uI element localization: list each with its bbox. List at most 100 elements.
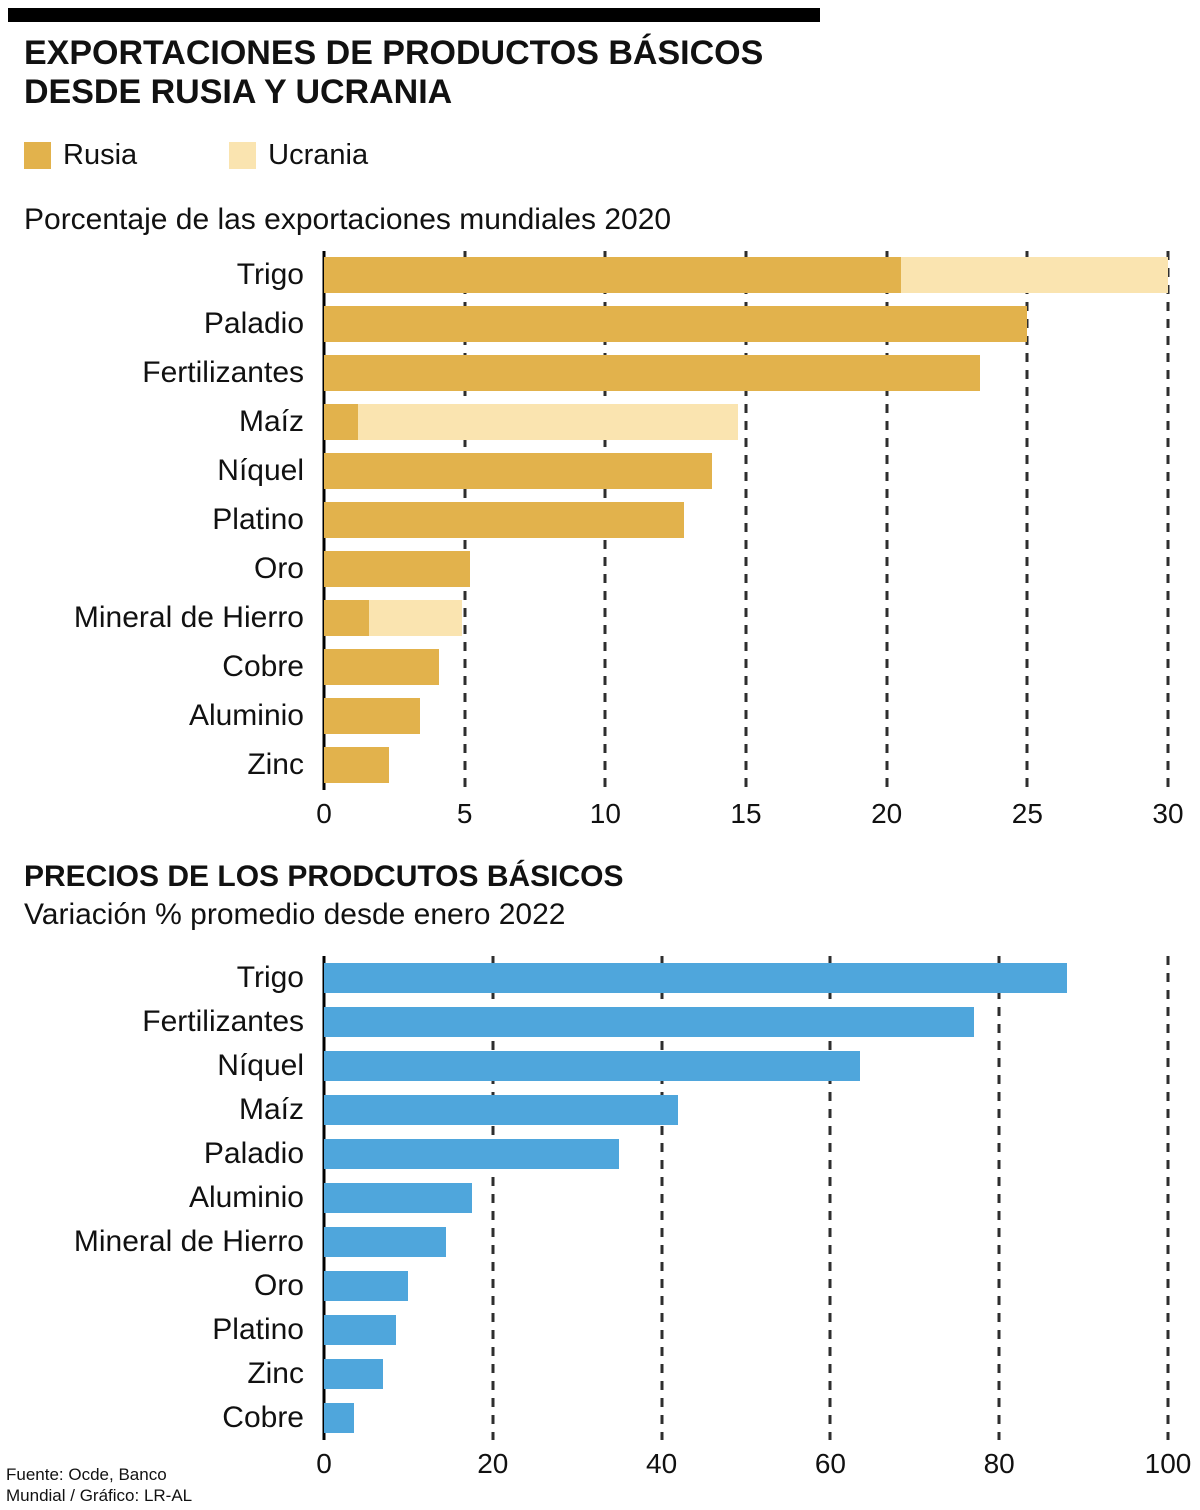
bar-segment-variaci-n- [324, 1138, 620, 1169]
bar-row [324, 741, 1168, 790]
page-title: EXPORTACIONES DE PRODUCTOS BÁSICOS DESDE… [24, 34, 1200, 113]
bar [324, 1182, 1168, 1213]
gridline [1025, 250, 1029, 790]
prices-chart-plot: Trigo Fertilizantes Níquel Maíz Paladio Alumi… [24, 955, 1170, 1440]
bar-row [324, 1264, 1168, 1308]
category-label: Níquel [217, 1048, 304, 1082]
bar-segment-rusia [324, 747, 389, 784]
prices-chart-category-labels: Trigo Fertilizantes Níquel Maíz Paladio Alumi… [24, 956, 324, 1440]
bar-row [324, 956, 1168, 1000]
bar-segment-rusia [324, 404, 358, 441]
bar-row [324, 643, 1168, 692]
legend-swatch [24, 142, 51, 170]
bar [324, 257, 1168, 294]
legend-label: Rusia [63, 139, 138, 172]
page-title-line1: EXPORTACIONES DE PRODUCTOS BÁSICOS [24, 34, 764, 72]
bar [324, 453, 1168, 490]
page-title-line2: DESDE RUSIA Y UCRANIA [24, 73, 453, 112]
axis-tick-label: 100 [1144, 1447, 1192, 1479]
category-label: Cobre [222, 1400, 304, 1434]
bar [324, 502, 1168, 539]
axis-tick-label: 20 [871, 797, 903, 829]
prices-chart: Trigo Fertilizantes Níquel Maíz Paladio Alumi… [24, 955, 1191, 1486]
gridline [828, 955, 832, 1440]
bar [324, 600, 1168, 637]
header-accent-bar [8, 8, 820, 22]
bar-segment-variaci-n- [324, 1270, 409, 1301]
bar-segment-rusia [324, 551, 471, 588]
axis-tick-label: 10 [589, 797, 621, 829]
axis-tick-label: 40 [646, 1447, 678, 1479]
gridline [491, 955, 495, 1440]
axis-tick-label: 0 [316, 1447, 332, 1479]
source-line2: Mundial / Gráfico: LR-AL [6, 1485, 193, 1505]
bar-row [324, 300, 1168, 349]
category-label: Paladio [203, 1136, 304, 1170]
bar [324, 1006, 1168, 1037]
export-chart-x-axis: 0 5 10 15 20 25 30 [316, 790, 1183, 836]
bar [324, 1314, 1168, 1345]
prices-chart-x-axis: 0 20 40 60 80 100 [316, 1440, 1191, 1486]
bar [324, 747, 1168, 784]
category-label: Cobre [222, 650, 304, 684]
category-label: Níquel [217, 454, 304, 488]
bar-segment-variaci-n- [324, 1358, 384, 1389]
bar-segment-variaci-n- [324, 1402, 354, 1433]
bar-segment-ucrania [900, 257, 1168, 294]
bar [324, 649, 1168, 686]
bar [324, 1402, 1168, 1433]
legend-swatch [229, 142, 257, 170]
bar-row [324, 496, 1168, 545]
bar [324, 1226, 1168, 1257]
axis-tick-label: 80 [983, 1447, 1015, 1479]
bar [324, 1094, 1168, 1125]
export-chart-subtitle: Porcentaje de las exportaciones mundiale… [24, 202, 672, 236]
bar [324, 1050, 1168, 1081]
bar-segment-rusia [324, 698, 420, 735]
gridline [660, 955, 664, 1440]
bar-segment-variaci-n- [324, 1050, 860, 1081]
legend-label: Ucrania [268, 139, 369, 172]
category-label: Fertilizantes [142, 356, 304, 390]
export-chart-category-labels: Trigo Paladio Fertilizantes Maíz Níquel Plati… [24, 251, 324, 790]
bar-segment-variaci-n- [324, 1226, 447, 1257]
category-label: Aluminio [188, 699, 304, 733]
gridline [1166, 955, 1170, 1440]
prices-chart-title: PRECIOS DE LOS PRODCUTOS BÁSICOS [24, 859, 624, 893]
bar-row [324, 1352, 1168, 1396]
category-label: Maíz [238, 1092, 304, 1126]
bar-segment-rusia [324, 257, 901, 294]
category-label: Oro [253, 1268, 304, 1302]
bar-segment-rusia [324, 355, 980, 392]
bar [324, 698, 1168, 735]
category-label: Zinc [247, 1356, 304, 1390]
bar-segment-rusia [324, 502, 685, 539]
export-chart-bars-area [322, 250, 1170, 790]
category-label: Mineral de Hierro [73, 601, 304, 635]
axis-tick-label: 60 [814, 1447, 846, 1479]
bar-segment-variaci-n- [324, 1006, 974, 1037]
bar-row [324, 1088, 1168, 1132]
bar [324, 1138, 1168, 1169]
gridline [885, 250, 889, 790]
bar-segment-rusia [324, 306, 1028, 343]
category-label: Platino [212, 1312, 304, 1346]
legend-item: Ucrania [229, 139, 368, 172]
bar-segment-variaci-n- [324, 1314, 396, 1345]
legend: Rusia Ucrania [24, 139, 1200, 172]
bar-row [324, 1220, 1168, 1264]
category-label: Oro [253, 552, 304, 586]
bar-row [324, 594, 1168, 643]
bar [324, 1358, 1168, 1389]
bar-row [324, 1308, 1168, 1352]
bar-row [324, 398, 1168, 447]
bar-row [324, 447, 1168, 496]
gridline [997, 955, 1001, 1440]
bar-row [324, 251, 1168, 300]
axis-tick-label: 25 [1011, 797, 1043, 829]
axis-tick-label: 15 [730, 797, 762, 829]
axis-tick-label: 20 [477, 1447, 509, 1479]
bar [324, 306, 1168, 343]
bar-segment-variaci-n- [324, 962, 1067, 993]
